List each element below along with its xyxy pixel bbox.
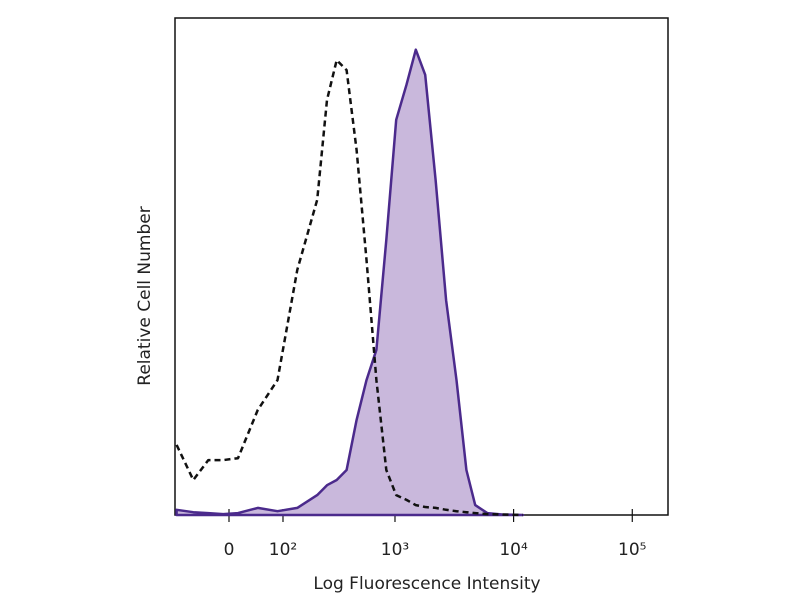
x-tick-label: 10⁵ <box>618 540 646 560</box>
x-tick-label: 10³ <box>381 540 409 560</box>
x-tick-label: 0 <box>224 540 235 560</box>
x-tick-label: 10⁴ <box>499 540 528 560</box>
x-tick-label: 10² <box>269 540 297 560</box>
y-axis-label: Relative Cell Number <box>135 206 155 385</box>
filled-histogram <box>175 48 525 517</box>
x-axis-label: Log Fluorescence Intensity <box>313 574 540 594</box>
dashed-histogram <box>175 58 524 517</box>
